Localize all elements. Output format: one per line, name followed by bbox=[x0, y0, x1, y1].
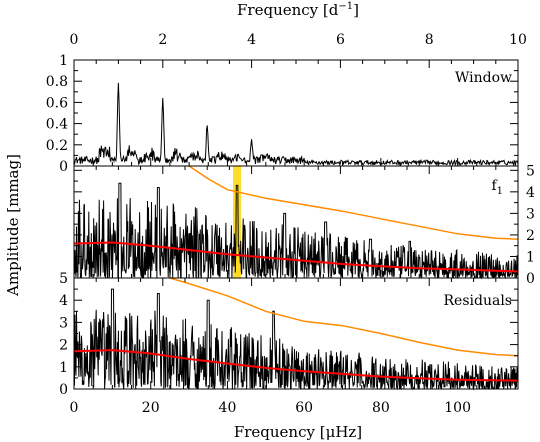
curve-f1-1 bbox=[188, 165, 519, 240]
x-axis-title-top: Frequency [d−1] bbox=[237, 1, 359, 19]
x-tick-label-top: 2 bbox=[158, 32, 167, 48]
x-axis-title-bottom: Frequency [μHz] bbox=[234, 423, 362, 441]
y-tick-label-f1: 5 bbox=[526, 163, 535, 179]
panel-label-f1: f1 bbox=[491, 178, 503, 197]
curve-residuals-1 bbox=[169, 277, 519, 357]
y-tick-label-window: 0.6 bbox=[46, 95, 68, 111]
y-tick-label-window: 0.4 bbox=[46, 117, 68, 133]
x-tick-label-top: 4 bbox=[247, 32, 256, 48]
panel-label-window: Window bbox=[455, 70, 512, 86]
x-tick-label-bottom: 0 bbox=[70, 400, 79, 416]
y-tick-label-window: 1 bbox=[59, 53, 68, 69]
x-tick-label-bottom: 100 bbox=[444, 400, 471, 416]
x-tick-label-bottom: 80 bbox=[372, 400, 390, 416]
y-tick-label-window: 0.8 bbox=[46, 74, 68, 90]
x-tick-label-bottom: 60 bbox=[295, 400, 313, 416]
y-tick-label-window: 0.2 bbox=[46, 138, 68, 154]
y-tick-label-residuals: 3 bbox=[59, 315, 68, 331]
panel-frame-window bbox=[73, 59, 519, 167]
x-tick-label-top: 10 bbox=[509, 32, 527, 48]
y-axis-title: Amplitude [mmag] bbox=[4, 154, 22, 297]
y-tick-label-window: 0 bbox=[59, 159, 68, 175]
y-tick-label-f1: 3 bbox=[526, 206, 535, 222]
y-tick-label-f1: 0 bbox=[526, 271, 535, 287]
y-tick-label-f1: 4 bbox=[526, 185, 535, 201]
curve-residuals-0 bbox=[73, 349, 519, 382]
panel-label-residuals: Residuals bbox=[444, 293, 512, 309]
curve-f1-0 bbox=[73, 241, 519, 273]
highlight-band bbox=[233, 166, 242, 278]
x-tick-label-top: 8 bbox=[425, 32, 434, 48]
y-tick-label-residuals: 0 bbox=[59, 382, 68, 398]
x-tick-label-top: 6 bbox=[336, 32, 345, 48]
spectrum-residuals bbox=[73, 288, 519, 391]
y-tick-label-f1: 2 bbox=[526, 228, 535, 244]
x-tick-label-top: 0 bbox=[70, 32, 79, 48]
y-tick-label-f1: 1 bbox=[526, 249, 535, 265]
y-tick-label-residuals: 5 bbox=[59, 271, 68, 287]
y-tick-label-residuals: 1 bbox=[59, 360, 68, 376]
spectrum-window bbox=[73, 82, 519, 167]
x-tick-label-bottom: 40 bbox=[219, 400, 237, 416]
spectrum-f1 bbox=[73, 182, 519, 280]
y-tick-label-residuals: 4 bbox=[59, 293, 68, 309]
x-tick-label-bottom: 20 bbox=[142, 400, 160, 416]
y-tick-label-residuals: 2 bbox=[59, 338, 68, 354]
